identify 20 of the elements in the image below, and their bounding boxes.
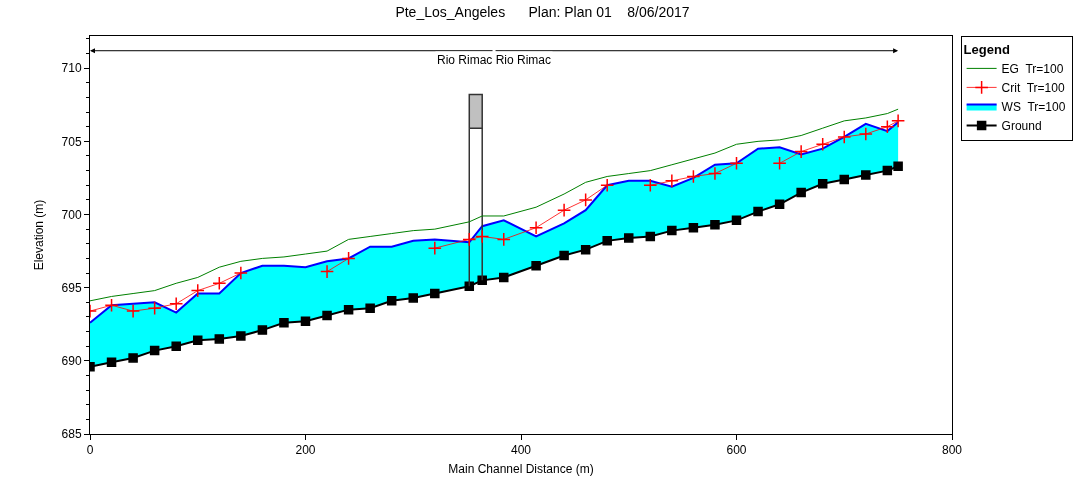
y-tick-label: 700 xyxy=(61,207,82,222)
chart-title: Pte_Los_Angeles Plan: Plan 01 8/06/2017 xyxy=(395,4,690,21)
legend-label: Ground xyxy=(1001,119,1042,134)
annotation: Rio Rimac Rio Rimac xyxy=(437,53,552,67)
x-tick-label: 200 xyxy=(295,443,316,458)
legend-label: Crit Tr=100 xyxy=(1001,81,1065,96)
y-tick-label: 690 xyxy=(61,354,82,369)
legend-title: Legend xyxy=(963,41,1010,57)
y-tick-label: 695 xyxy=(61,280,82,295)
x-tick-label: 600 xyxy=(726,443,747,458)
y-tick-label: 705 xyxy=(61,134,82,149)
legend-label: EG Tr=100 xyxy=(1001,62,1064,77)
y-axis-title: Elevation (m) xyxy=(31,199,46,271)
y-tick-label: 685 xyxy=(61,427,82,442)
x-tick-label: 0 xyxy=(86,443,94,458)
y-tick-label: 710 xyxy=(61,61,82,76)
x-axis-title: Main Channel Distance (m) xyxy=(448,462,594,477)
legend-label: WS Tr=100 xyxy=(1001,100,1066,115)
x-tick-label: 800 xyxy=(941,443,963,458)
x-tick-label: 400 xyxy=(510,443,532,458)
